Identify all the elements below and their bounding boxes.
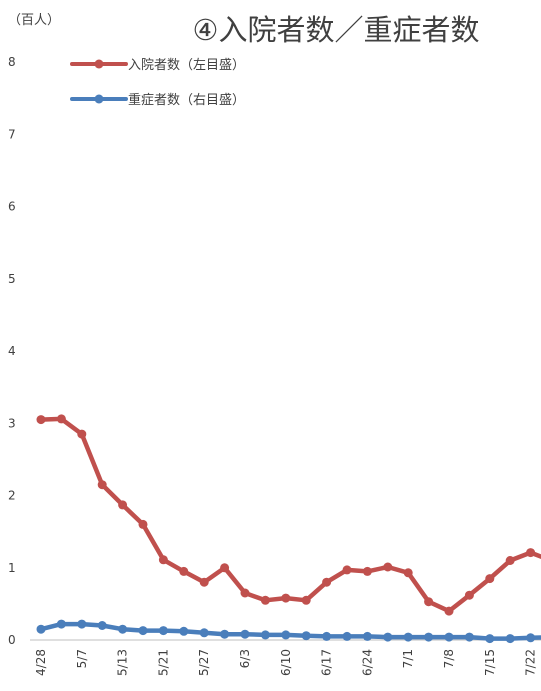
data-point-0	[36, 415, 46, 425]
data-point-1	[158, 626, 168, 636]
data-point-1	[220, 629, 230, 639]
legend-item-inpatients: 入院者数（左目盛）	[70, 58, 245, 73]
data-point-1	[199, 628, 209, 638]
y-axis-ticks: 0 1 2 3 4 5 6 7 8	[8, 55, 16, 647]
data-point-1	[260, 630, 270, 640]
data-point-1	[526, 633, 536, 643]
data-point-1	[36, 624, 46, 634]
y-tick-label: 6	[8, 200, 16, 214]
data-point-0	[199, 577, 209, 587]
legend-marker-severe	[94, 94, 104, 104]
data-point-0	[362, 566, 372, 576]
data-point-1	[403, 632, 413, 642]
data-point-1	[383, 632, 393, 642]
data-point-1	[138, 626, 148, 636]
x-tick-label: 6/10	[279, 649, 293, 676]
data-point-0	[138, 519, 148, 529]
data-point-1	[56, 619, 66, 629]
legend-marker-inpatients	[94, 59, 104, 69]
data-point-0	[424, 597, 434, 607]
data-point-0	[56, 414, 66, 424]
data-point-0	[260, 595, 270, 605]
data-point-0	[403, 568, 413, 578]
data-point-0	[281, 593, 291, 603]
x-tick-label: 5/21	[156, 649, 170, 676]
data-point-0	[464, 590, 474, 600]
series-layer	[36, 414, 541, 644]
x-tick-label: 6/17	[320, 649, 334, 676]
data-point-0	[444, 606, 454, 616]
data-point-1	[97, 621, 107, 630]
data-point-0	[77, 429, 87, 439]
data-point-0	[220, 563, 230, 573]
y-tick-label: 1	[8, 561, 16, 575]
data-point-0	[322, 577, 332, 587]
y-tick-label: 5	[8, 272, 16, 286]
data-point-1	[485, 634, 495, 644]
data-point-0	[383, 562, 393, 572]
data-point-0	[118, 500, 128, 510]
y-tick-label: 4	[8, 344, 16, 358]
data-point-1	[505, 634, 515, 644]
data-point-1	[444, 632, 454, 642]
data-point-0	[526, 548, 536, 558]
data-point-1	[77, 619, 87, 629]
data-point-1	[281, 630, 291, 640]
chart-title: ④入院者数／重症者数	[193, 13, 480, 47]
data-point-1	[118, 624, 128, 634]
data-point-0	[158, 555, 168, 565]
x-tick-label: 6/3	[238, 649, 252, 668]
data-point-1	[362, 631, 372, 641]
x-tick-label: 5/27	[197, 649, 211, 676]
x-tick-label: 5/13	[116, 649, 130, 676]
y-axis-unit: （百人）	[8, 13, 60, 28]
y-tick-label: 3	[8, 416, 16, 430]
x-tick-label: 6/24	[360, 649, 374, 676]
y-tick-label: 8	[8, 55, 16, 69]
data-point-1	[322, 631, 332, 641]
y-tick-label: 7	[8, 127, 16, 141]
data-point-1	[342, 631, 352, 641]
legend-label-severe: 重症者数（右目盛）	[128, 92, 245, 108]
y-tick-label: 2	[8, 489, 16, 503]
data-point-1	[301, 631, 311, 641]
data-point-1	[464, 632, 474, 642]
data-point-0	[485, 574, 495, 584]
series-line-0	[38, 416, 541, 614]
data-point-0	[301, 595, 311, 605]
x-tick-label: 7/22	[524, 649, 538, 676]
x-tick-label: 4/28	[34, 649, 48, 676]
legend-label-inpatients: 入院者数（左目盛）	[128, 58, 245, 73]
x-tick-label: 7/1	[401, 649, 415, 668]
y-tick-label: 0	[8, 633, 16, 647]
data-point-1	[424, 632, 434, 642]
x-tick-label: 5/7	[75, 649, 89, 668]
data-point-0	[505, 556, 515, 565]
legend-item-severe: 重症者数（右目盛）	[70, 92, 245, 108]
x-tick-label: 7/15	[483, 649, 497, 676]
x-axis-ticks: 4/28 5/7 5/13 5/21 5/27 6/3 6/10 6/17 6/24 7/1 7/8…	[34, 649, 538, 676]
data-point-0	[179, 566, 189, 576]
legend: 入院者数（左目盛） 重症者数（右目盛）	[70, 58, 245, 108]
data-point-0	[97, 480, 107, 490]
data-point-1	[240, 629, 250, 639]
data-point-0	[342, 565, 352, 575]
x-tick-label: 7/8	[442, 649, 456, 668]
data-point-1	[179, 626, 189, 636]
data-point-0	[240, 588, 250, 598]
